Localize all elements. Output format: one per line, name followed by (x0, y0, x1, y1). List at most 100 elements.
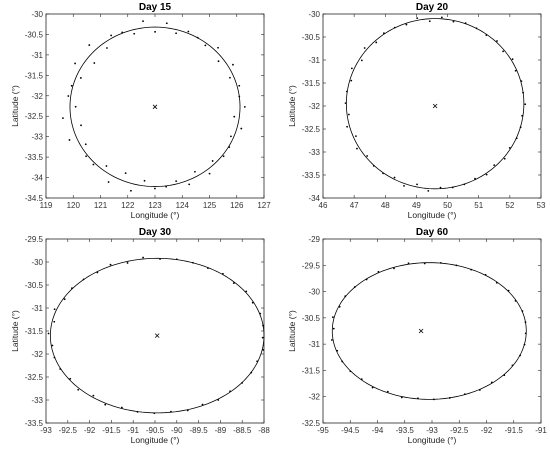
data-point (485, 34, 488, 36)
data-point (393, 267, 395, 270)
data-point (238, 84, 241, 87)
x-axis-label: Longitude (°) (131, 210, 180, 220)
data-point (59, 368, 62, 370)
data-point (133, 32, 136, 35)
y-tick-label: -32.5 (302, 125, 321, 134)
y-tick-label: -30 (308, 10, 320, 19)
center-marker (418, 328, 424, 334)
data-point (240, 127, 243, 130)
data-point (62, 117, 64, 120)
data-point (192, 261, 194, 264)
data-point (136, 410, 139, 413)
y-tick-label: -33.5 (25, 419, 44, 428)
data-point (514, 299, 517, 302)
x-tick-label: 53 (537, 201, 546, 210)
chart-panel-day-15: Day 15 119 120 121 122 123 124 125 126 127 -30-3… (10, 2, 271, 220)
data-point (232, 63, 234, 66)
data-point (188, 183, 191, 186)
data-point (71, 287, 73, 290)
y-tick-label: -30.5 (25, 281, 44, 290)
data-point (523, 343, 526, 346)
y-tick-label: -31 (31, 51, 43, 60)
x-tick-label: -89.5 (189, 426, 208, 435)
y-tick-label: -32.5 (302, 419, 321, 428)
data-point (222, 272, 224, 275)
data-point (345, 90, 348, 93)
data-point (204, 44, 207, 47)
data-point (88, 44, 91, 46)
data-point (47, 332, 50, 335)
data-point (484, 273, 487, 276)
x-tick-label: -93 (40, 426, 52, 435)
data-point (120, 406, 123, 409)
data-point (170, 410, 172, 413)
data-point (427, 189, 430, 192)
data-point (165, 22, 168, 25)
data-point (439, 262, 442, 264)
data-point (74, 105, 77, 108)
data-point (519, 126, 522, 129)
data-point (524, 332, 527, 335)
y-tick-label: -30 (308, 288, 320, 297)
y-tick-label: -30.5 (302, 33, 321, 42)
data-point (175, 258, 178, 261)
data-point (377, 270, 380, 273)
data-points (62, 20, 246, 192)
y-tick-label: -32 (31, 92, 43, 101)
x-axis-label: Longitude (°) (408, 435, 457, 445)
data-point (511, 364, 514, 367)
data-point (439, 186, 442, 189)
center-marker (432, 103, 438, 109)
data-point (478, 389, 481, 391)
data-point (69, 377, 72, 380)
data-point (92, 394, 95, 397)
data-point (363, 47, 366, 49)
data-point (347, 113, 350, 116)
x-axis: 119 120 121 122 123 124 125 126 127 (40, 14, 271, 210)
data-point (262, 349, 265, 351)
data-point (507, 289, 510, 292)
data-point (186, 409, 189, 412)
x-tick-label: 49 (412, 201, 421, 210)
y-tick-label: -30 (31, 10, 43, 19)
y-axis: -29.5 -30 -30.5 -31 -31.5 -32 -32.5 -33 -33.5 (25, 235, 264, 428)
data-point (503, 374, 506, 377)
data-point (175, 32, 178, 35)
data-point (346, 125, 349, 128)
center-marker (154, 333, 160, 338)
data-point (110, 34, 113, 37)
x-tick-label: -90 (171, 426, 183, 435)
data-point (371, 386, 374, 389)
x-tick-label: 119 (40, 201, 53, 210)
x-tick-label: -94 (372, 426, 384, 435)
data-point (261, 336, 264, 339)
plot-area (45, 13, 265, 199)
x-tick-label: 124 (176, 201, 190, 210)
data-point (217, 46, 219, 49)
center-cross (152, 104, 158, 110)
data-point (407, 262, 410, 265)
data-point (336, 349, 339, 352)
data-point (386, 390, 389, 393)
x-tick-label: 125 (203, 201, 217, 210)
x-tick-label: -92 (481, 426, 493, 435)
data-point (372, 164, 375, 167)
data-point (229, 76, 231, 79)
x-axis-label: Longitude (°) (131, 435, 180, 445)
x-tick-label: -92 (84, 426, 96, 435)
y-axis: -29 -29.5 -30 -30.5 -31 -31.5 -32 -32.5 (302, 235, 541, 428)
data-point (262, 324, 264, 327)
data-point (107, 181, 110, 183)
data-point (84, 143, 87, 146)
y-tick-label: -32 (31, 350, 43, 359)
data-point (355, 135, 357, 137)
chart-panel-day-20: Day 20 46 47 48 49 50 51 52 53 -30 -30.5 -31 -31.5… (287, 2, 546, 220)
data-point (344, 295, 347, 298)
y-tick-label: -33.5 (302, 171, 321, 180)
data-point (79, 77, 82, 79)
y-tick-label: -29.5 (25, 235, 44, 244)
data-point (82, 278, 85, 281)
x-tick-label: 50 (443, 201, 452, 210)
data-point (451, 186, 454, 189)
